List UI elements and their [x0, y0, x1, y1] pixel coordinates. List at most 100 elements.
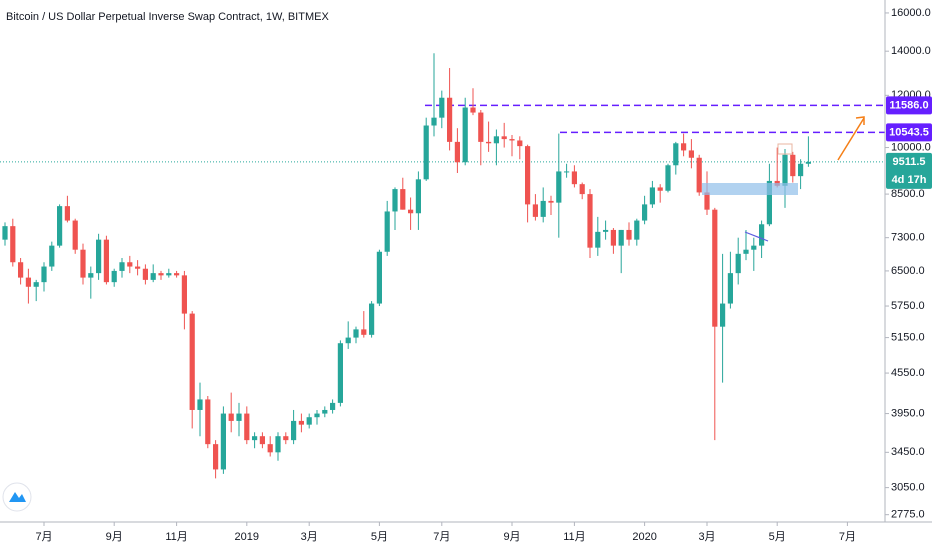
logo	[2, 482, 32, 512]
candle-body	[720, 303, 726, 327]
level-price-label: 11586.0	[889, 99, 928, 111]
candle-body	[80, 249, 86, 278]
candle-body	[415, 179, 421, 214]
x-tick-label: 3月	[301, 531, 318, 543]
candle-body	[727, 273, 733, 304]
x-tick-label: 7月	[433, 531, 450, 543]
candle-body	[712, 209, 718, 327]
candle-body	[626, 229, 632, 240]
candle-body	[665, 165, 671, 191]
candle-body	[587, 194, 593, 248]
chart-title: Bitcoin / US Dollar Perpetual Inverse Sw…	[6, 11, 329, 23]
candle-body	[158, 273, 164, 276]
candle-body	[408, 209, 414, 214]
x-tick-label: 2020	[632, 531, 656, 543]
candle-body	[766, 180, 772, 225]
arrow-line	[837, 117, 865, 161]
candle-body	[322, 409, 328, 414]
candle-body	[291, 420, 297, 441]
candle-body	[462, 107, 468, 163]
y-tick-label: 5150.0	[891, 332, 925, 344]
x-tick-label: 3月	[698, 531, 715, 543]
candle-body	[88, 273, 94, 278]
x-tick-label: 9月	[503, 531, 520, 543]
candle-body	[18, 262, 24, 278]
candle-body	[275, 436, 281, 453]
candle-body	[782, 154, 788, 186]
candle-body	[103, 239, 109, 283]
candle-body	[205, 399, 211, 445]
y-tick-label: 6500.0	[891, 265, 925, 277]
candle-body	[283, 436, 289, 441]
candle-body	[119, 262, 125, 271]
candle-body	[610, 229, 616, 246]
candle-body	[564, 171, 570, 173]
candle-body	[470, 107, 476, 113]
candles-layer	[2, 53, 811, 479]
candle-body	[33, 282, 39, 287]
candle-body	[751, 245, 757, 250]
candle-body	[688, 150, 694, 158]
y-tick-label: 8500.0	[891, 188, 925, 200]
candle-body	[486, 141, 492, 144]
y-tick-label: 3050.0	[891, 482, 925, 494]
candle-body	[798, 163, 804, 177]
candle-body	[696, 157, 702, 193]
last-price-box	[886, 152, 932, 189]
candle-body	[634, 220, 640, 240]
y-tick-label: 2775.0	[891, 509, 925, 521]
candle-body	[618, 229, 624, 246]
candle-body	[540, 200, 546, 217]
candle-body	[642, 204, 648, 221]
candle-body	[252, 436, 258, 441]
candle-body	[96, 239, 102, 274]
candle-body	[376, 251, 382, 304]
level-price-label: 10543.5	[889, 126, 929, 138]
price-boxes: 11586.0 10543.5 9511.5 4d 17h	[886, 96, 932, 189]
candle-body	[174, 273, 180, 276]
candle-body	[681, 143, 687, 151]
logo-mark	[9, 492, 26, 502]
candle-body	[595, 231, 601, 248]
candle-body	[657, 187, 663, 191]
candle-body	[805, 161, 811, 164]
candle-body	[454, 141, 460, 163]
y-tick-label: 14000.0	[891, 45, 931, 57]
x-tick-label: 7月	[839, 531, 856, 543]
candle-body	[197, 399, 203, 410]
zone-box	[702, 183, 798, 195]
candle-body	[493, 136, 499, 144]
y-tick-label: 16000.0	[891, 7, 931, 19]
candle-body	[10, 226, 16, 263]
candle-body	[213, 444, 219, 470]
candle-body	[135, 266, 141, 269]
candle-body	[571, 171, 577, 185]
x-tick-label: 11月	[563, 531, 585, 543]
candle-body	[150, 273, 156, 280]
candle-body	[49, 245, 55, 267]
candle-body	[41, 266, 47, 283]
candle-body	[244, 413, 250, 441]
candle-body	[673, 143, 679, 166]
candle-body	[57, 206, 63, 246]
x-tick-label: 9月	[106, 531, 123, 543]
candle-body	[337, 343, 343, 403]
candle-body	[345, 337, 351, 344]
candle-body	[509, 139, 515, 141]
candle-body	[314, 413, 320, 418]
candle-body	[423, 125, 429, 180]
x-tick-label: 5月	[769, 531, 786, 543]
y-tick-label: 10000.0	[891, 141, 931, 153]
trend-line	[744, 231, 769, 242]
zone-box	[777, 143, 793, 155]
candle-body	[369, 303, 375, 335]
candle-body	[517, 140, 523, 147]
candle-body	[501, 136, 507, 140]
candle-body	[431, 117, 437, 126]
candle-body	[478, 112, 484, 142]
candle-body	[603, 229, 609, 232]
candle-body	[735, 253, 741, 274]
